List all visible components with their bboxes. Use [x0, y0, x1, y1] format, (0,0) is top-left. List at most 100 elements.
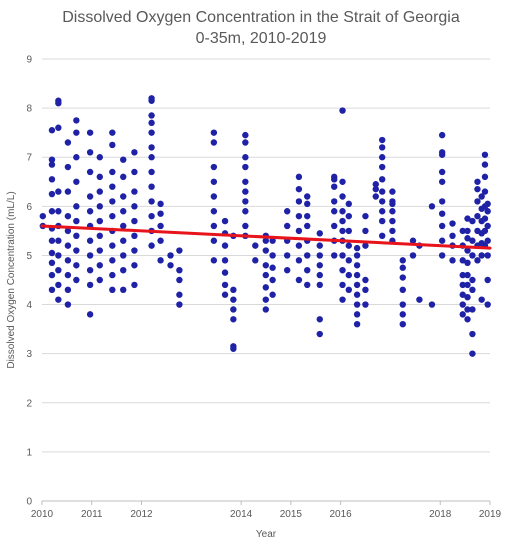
- data-point: [48, 127, 56, 134]
- data-point: [339, 193, 346, 200]
- data-point: [242, 198, 249, 205]
- data-point: [131, 232, 138, 239]
- data-point: [96, 203, 103, 210]
- data-point: [469, 306, 476, 313]
- data-point: [438, 210, 446, 217]
- data-point: [428, 203, 436, 210]
- data-point: [474, 178, 481, 185]
- x-axis-ticks: 2010 2011 2012 2014 2015 2016 2018 2019: [31, 501, 502, 520]
- data-point: [109, 257, 116, 264]
- data-point: [109, 129, 116, 136]
- data-point: [464, 316, 471, 323]
- data-point: [39, 212, 47, 220]
- data-point: [449, 232, 456, 239]
- data-point: [372, 181, 379, 188]
- data-point: [262, 296, 269, 303]
- data-point: [449, 257, 456, 264]
- data-point: [304, 212, 311, 220]
- data-point: [316, 271, 323, 279]
- data-point: [438, 237, 446, 244]
- data-point: [86, 149, 94, 156]
- data-point: [484, 222, 491, 230]
- data-point: [316, 281, 323, 289]
- data-point: [64, 212, 72, 220]
- data-point: [148, 119, 155, 127]
- data-point: [221, 291, 229, 298]
- data-point: [55, 237, 62, 244]
- data-point: [389, 217, 396, 225]
- data-point: [362, 276, 369, 284]
- data-point: [438, 252, 446, 259]
- data-point: [484, 237, 491, 244]
- data-point: [210, 257, 218, 264]
- data-point: [339, 107, 346, 114]
- data-point: [409, 252, 417, 259]
- data-point: [469, 237, 476, 244]
- data-point: [353, 311, 361, 318]
- data-point: [295, 257, 303, 264]
- y-axis-label: Dissolved Oxygen Concentration (mL/L): [6, 191, 17, 368]
- data-point: [86, 311, 94, 318]
- x-tick-label: 2012: [130, 509, 153, 520]
- data-point: [157, 257, 164, 264]
- data-point: [304, 281, 311, 289]
- data-point: [48, 156, 56, 163]
- data-point: [345, 271, 352, 279]
- data-point: [283, 266, 291, 274]
- data-point: [469, 276, 476, 284]
- data-point: [230, 316, 237, 323]
- data-point: [269, 276, 276, 284]
- data-point: [157, 200, 164, 208]
- data-point: [331, 252, 338, 259]
- data-point: [157, 222, 164, 230]
- data-point: [481, 151, 489, 158]
- data-point: [295, 198, 303, 205]
- data-point: [378, 232, 386, 239]
- chart-title: Dissolved Oxygen Concentration in the St…: [62, 9, 460, 26]
- data-point: [148, 95, 155, 102]
- data-point: [459, 271, 466, 279]
- data-point: [438, 178, 446, 185]
- data-point: [157, 210, 164, 217]
- data-point: [399, 311, 406, 318]
- data-point: [469, 330, 476, 338]
- data-point: [389, 208, 396, 215]
- data-point: [339, 208, 346, 215]
- data-point: [210, 208, 218, 215]
- data-point: [120, 252, 127, 259]
- data-point: [378, 144, 386, 151]
- data-point: [64, 242, 72, 249]
- data-point: [372, 185, 379, 193]
- data-point: [230, 306, 237, 313]
- data-point: [55, 281, 62, 289]
- data-point: [478, 296, 485, 303]
- data-point: [64, 163, 72, 171]
- data-point: [96, 173, 103, 181]
- data-point: [73, 232, 80, 239]
- data-point: [48, 237, 56, 244]
- data-point: [345, 200, 352, 208]
- data-point: [96, 276, 103, 284]
- data-point: [86, 281, 94, 289]
- data-point: [362, 286, 369, 294]
- data-point: [73, 117, 80, 124]
- y-axis-ticks: 0 1 2 3 4 5 6 7 8 9: [26, 55, 32, 508]
- data-point: [210, 129, 218, 136]
- data-point: [304, 252, 311, 259]
- x-tick-label: 2011: [81, 509, 103, 520]
- data-point: [469, 350, 476, 357]
- data-point: [295, 242, 303, 249]
- data-point: [73, 154, 80, 161]
- data-point: [109, 286, 116, 294]
- data-point: [120, 286, 127, 294]
- data-point: [378, 163, 386, 171]
- data-point: [378, 154, 386, 161]
- data-point: [242, 139, 249, 146]
- data-point: [64, 227, 72, 235]
- data-point: [295, 276, 303, 284]
- data-point: [73, 178, 80, 185]
- data-points: [39, 95, 491, 357]
- data-point: [459, 257, 466, 264]
- data-point: [131, 262, 138, 269]
- data-point: [73, 276, 80, 284]
